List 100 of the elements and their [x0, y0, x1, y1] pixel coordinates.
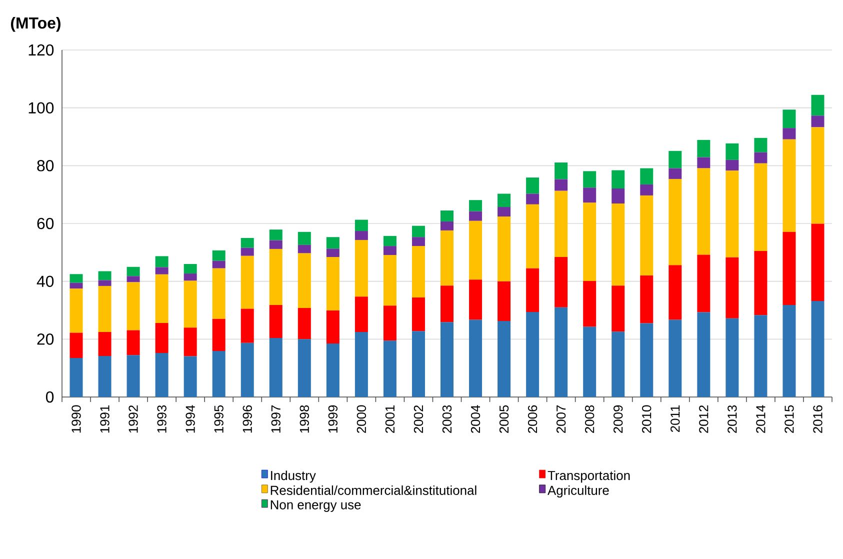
- x-tick-label: 2008: [585, 405, 594, 433]
- bar: [498, 320, 511, 397]
- bar: [383, 306, 396, 341]
- bar: [498, 194, 511, 208]
- y-tick-label: 60: [37, 218, 54, 230]
- bar: [697, 312, 710, 397]
- bar: [298, 308, 311, 340]
- bar: [240, 248, 254, 256]
- bar: [697, 168, 710, 255]
- x-tick-label: 1990: [72, 405, 81, 433]
- bar: [469, 200, 482, 212]
- bar: [440, 322, 454, 397]
- x-tick-label: 2006: [528, 405, 538, 433]
- bar: [240, 256, 254, 309]
- bar: [583, 188, 596, 203]
- bar: [269, 230, 282, 240]
- bar: [782, 305, 796, 397]
- bar: [155, 322, 168, 354]
- bar: [583, 326, 596, 397]
- bar: [383, 246, 396, 256]
- bar: [554, 179, 568, 191]
- bar: [70, 332, 83, 358]
- bar: [782, 110, 796, 128]
- bar: [526, 204, 540, 268]
- bar: [212, 351, 226, 397]
- bar: [811, 94, 824, 116]
- bar: [412, 298, 425, 332]
- bar: [98, 286, 112, 332]
- bar: [612, 188, 625, 204]
- bar: [240, 342, 254, 397]
- bar: [498, 281, 511, 321]
- bar: [184, 356, 197, 397]
- bar: [326, 248, 340, 258]
- bar: [269, 240, 282, 249]
- bar: [70, 288, 83, 333]
- bar: [269, 305, 282, 338]
- bar: [554, 190, 568, 258]
- bar: [697, 254, 710, 312]
- bar: [155, 353, 168, 397]
- bar: [126, 282, 140, 330]
- bar: [126, 266, 140, 276]
- bar: [554, 307, 568, 397]
- bar: [668, 150, 682, 168]
- bar: [354, 240, 368, 297]
- bar: [526, 194, 540, 204]
- bar: [354, 332, 368, 397]
- bar: [498, 216, 511, 282]
- bar: [697, 140, 710, 158]
- bar: [640, 168, 654, 184]
- bar: [269, 248, 282, 306]
- bar: [754, 138, 768, 152]
- bar: [668, 265, 682, 320]
- y-tick-label: 100: [28, 102, 54, 114]
- bar: [184, 264, 197, 274]
- bar: [526, 178, 540, 194]
- bar: [583, 202, 596, 282]
- bar: [782, 139, 796, 232]
- bar: [126, 276, 140, 282]
- bar: [640, 323, 654, 397]
- x-tick-label: 2011: [670, 405, 680, 432]
- bar: [811, 127, 824, 224]
- bar: [70, 358, 83, 397]
- bar: [326, 237, 340, 249]
- x-tick-label: 2009: [614, 405, 623, 433]
- bar: [326, 344, 340, 397]
- y-axis-title: (MToe): [10, 16, 60, 32]
- bar: [526, 312, 540, 397]
- bar: [98, 356, 112, 397]
- x-tick-label: 2005: [499, 405, 509, 433]
- legend-label: Residential/commercial&institutional: [270, 485, 476, 495]
- bar: [811, 116, 824, 128]
- bar: [126, 330, 140, 356]
- bar: [412, 237, 425, 246]
- bar: [298, 232, 311, 245]
- x-tick-label: 1996: [242, 405, 252, 433]
- x-tick-label: 2007: [556, 405, 566, 433]
- bar: [469, 220, 482, 280]
- x-tick-label: 2016: [813, 405, 822, 433]
- bar: [383, 236, 396, 246]
- x-tick-label: 2004: [470, 405, 480, 433]
- bar: [668, 168, 682, 179]
- x-tick-label: 1994: [186, 405, 195, 433]
- bar: [412, 331, 425, 397]
- bar: [640, 195, 654, 276]
- x-tick-label: 2013: [728, 405, 737, 433]
- x-tick-label: 1998: [300, 405, 309, 433]
- x-tick-label: 2003: [442, 405, 452, 433]
- x-tick-label: 2000: [356, 405, 366, 433]
- y-tick-label: 120: [28, 44, 54, 56]
- bar: [726, 170, 739, 258]
- bar: [354, 220, 368, 232]
- bar: [440, 210, 454, 222]
- y-tick-label: 40: [36, 276, 54, 287]
- bar: [298, 253, 311, 308]
- x-tick-label: 2012: [699, 405, 708, 433]
- bar: [212, 250, 226, 261]
- bar: [612, 332, 625, 397]
- legend-label: Industry: [271, 470, 316, 483]
- legend-label: Non energy use: [270, 500, 361, 512]
- bar: [554, 257, 568, 308]
